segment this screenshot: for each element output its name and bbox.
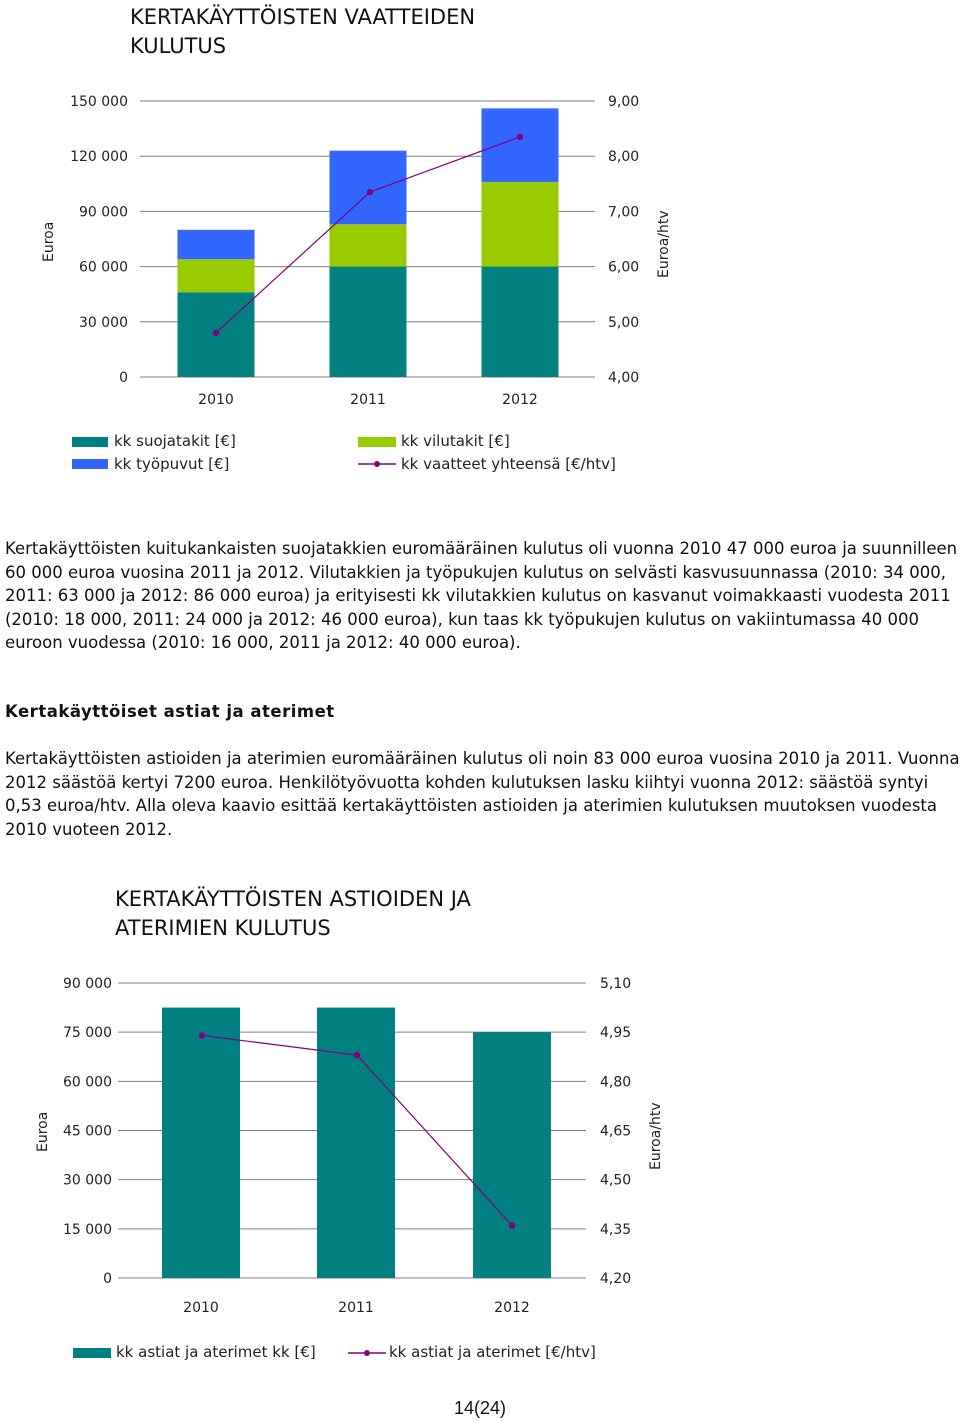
bar-segment bbox=[481, 181, 559, 267]
chart1-title-line-2: KULUTUS bbox=[130, 34, 226, 58]
y-tick-label: 90 000 bbox=[79, 204, 128, 220]
chart2-line-series bbox=[198, 1032, 516, 1229]
bar-segment bbox=[329, 224, 407, 267]
legend-label-vilutakit: kk vilutakit [€] bbox=[401, 432, 510, 450]
chart2-legend: kk astiat ja aterimet kk [€] kk astiat j… bbox=[73, 1343, 596, 1361]
bar-segment bbox=[177, 229, 255, 260]
x-tick-label: 2012 bbox=[502, 392, 538, 408]
y2-tick-label: 6,00 bbox=[608, 260, 639, 276]
line-point bbox=[353, 1051, 361, 1059]
chart1-x-axis-ticks: 2010 2011 2012 bbox=[198, 392, 538, 408]
chart2-title-line-1: KERTAKÄYTTÖISTEN ASTIOIDEN JA bbox=[115, 886, 472, 911]
bar-segment bbox=[317, 1007, 395, 1278]
bar-segment bbox=[177, 259, 255, 293]
clothing-consumption-chart: KERTAKÄYTTÖISTEN VAATTEIDEN KULUTUS 0 30 … bbox=[41, 4, 672, 473]
line-point bbox=[516, 133, 524, 141]
bar-segment bbox=[481, 108, 559, 182]
y2-tick-label: 7,00 bbox=[608, 204, 639, 220]
legend-label-astiat-htv: kk astiat ja aterimet [€/htv] bbox=[389, 1343, 596, 1361]
legend-label-tyopuvut: kk työpuvut [€] bbox=[114, 455, 229, 473]
y2-tick-label: 8,00 bbox=[608, 149, 639, 165]
legend-label-yhteensa: kk vaatteet yhteensä [€/htv] bbox=[401, 455, 616, 473]
y-tick-label: 0 bbox=[119, 370, 128, 386]
y-tick-label: 30 000 bbox=[79, 315, 128, 331]
y-tick-label: 120 000 bbox=[70, 149, 128, 165]
section-heading: Kertakäyttöiset astiat ja aterimet bbox=[5, 702, 335, 721]
chart2-y2-axis-label: Euroa/htv bbox=[648, 1102, 664, 1170]
legend-swatch-vilutakit bbox=[358, 437, 396, 447]
bar-segment bbox=[329, 266, 407, 377]
bar-segment bbox=[473, 1032, 551, 1278]
bar-segment bbox=[162, 1007, 240, 1278]
legend-swatch-astiat-eur bbox=[73, 1348, 111, 1358]
chart2-x-axis-ticks: 2010 2011 2012 bbox=[183, 1300, 530, 1316]
x-tick-label: 2012 bbox=[494, 1300, 530, 1316]
legend-label-astiat-eur: kk astiat ja aterimet kk [€] bbox=[116, 1343, 316, 1361]
chart1-y2-axis-label: Euroa/htv bbox=[656, 210, 672, 278]
y-tick-label: 0 bbox=[103, 1271, 112, 1287]
y-tick-label: 60 000 bbox=[63, 1074, 112, 1090]
chart2-left-axis-ticks: 0 15 000 30 000 45 000 60 000 75 000 90 000 bbox=[63, 976, 112, 1287]
line-point bbox=[198, 1032, 206, 1039]
y2-tick-label: 4,80 bbox=[600, 1074, 631, 1090]
legend-marker-yhteensa bbox=[374, 461, 380, 467]
page-number: 14(24) bbox=[453, 1398, 507, 1418]
paragraph-clothing: Kertakäyttöisten kuitukankaisten suojata… bbox=[5, 539, 958, 652]
y2-tick-label: 4,00 bbox=[608, 370, 639, 386]
y2-tick-label: 9,00 bbox=[608, 94, 639, 110]
chart1-bars bbox=[177, 108, 559, 377]
x-tick-label: 2010 bbox=[183, 1300, 219, 1316]
x-tick-label: 2011 bbox=[350, 392, 386, 408]
chart1-line-series bbox=[212, 133, 524, 337]
y-tick-label: 45 000 bbox=[63, 1124, 112, 1140]
chart1-y-axis-label: Euroa bbox=[41, 222, 57, 262]
legend-swatch-suojatakit bbox=[72, 437, 108, 447]
y2-tick-label: 5,10 bbox=[600, 976, 631, 992]
paragraph-dishes: Kertakäyttöisten astioiden ja aterimien … bbox=[5, 749, 960, 839]
bar-segment bbox=[329, 150, 407, 225]
y-tick-label: 90 000 bbox=[63, 976, 112, 992]
line-point bbox=[366, 188, 374, 196]
chart2-bars bbox=[162, 1007, 551, 1278]
legend-label-suojatakit: kk suojatakit [€] bbox=[114, 432, 236, 450]
y-tick-label: 15 000 bbox=[63, 1222, 112, 1238]
y2-tick-label: 4,95 bbox=[600, 1025, 631, 1041]
x-tick-label: 2011 bbox=[338, 1300, 374, 1316]
line-point bbox=[212, 329, 220, 337]
y2-tick-label: 4,65 bbox=[600, 1124, 631, 1140]
legend-marker-astiat-htv bbox=[364, 1350, 370, 1356]
y2-tick-label: 4,35 bbox=[600, 1222, 631, 1238]
y2-tick-label: 4,20 bbox=[600, 1271, 631, 1287]
y-tick-label: 60 000 bbox=[79, 260, 128, 276]
y2-tick-label: 4,50 bbox=[600, 1173, 631, 1189]
chart2-right-axis-ticks: 4,20 4,35 4,50 4,65 4,80 4,95 5,10 bbox=[600, 976, 631, 1287]
x-tick-label: 2010 bbox=[198, 392, 234, 408]
y-tick-label: 30 000 bbox=[63, 1173, 112, 1189]
y-tick-label: 150 000 bbox=[70, 94, 128, 110]
legend-swatch-tyopuvut bbox=[72, 459, 108, 469]
line-point bbox=[508, 1222, 516, 1229]
bar-segment bbox=[481, 266, 559, 377]
y-tick-label: 75 000 bbox=[63, 1025, 112, 1041]
chart1-title-line-1: KERTAKÄYTTÖISTEN VAATTEIDEN bbox=[130, 4, 475, 29]
dishes-consumption-chart: KERTAKÄYTTÖISTEN ASTIOIDEN JA ATERIMIEN … bbox=[35, 886, 664, 1361]
y2-tick-label: 5,00 bbox=[608, 315, 639, 331]
chart2-y-axis-label: Euroa bbox=[35, 1112, 51, 1152]
chart1-legend: kk suojatakit [€] kk vilutakit [€] kk ty… bbox=[72, 432, 616, 473]
chart1-left-axis-ticks: 0 30 000 60 000 90 000 120 000 150 000 bbox=[70, 94, 128, 386]
chart2-title-line-2: ATERIMIEN KULUTUS bbox=[115, 916, 331, 940]
chart1-right-axis-ticks: 4,00 5,00 6,00 7,00 8,00 9,00 bbox=[608, 94, 639, 386]
